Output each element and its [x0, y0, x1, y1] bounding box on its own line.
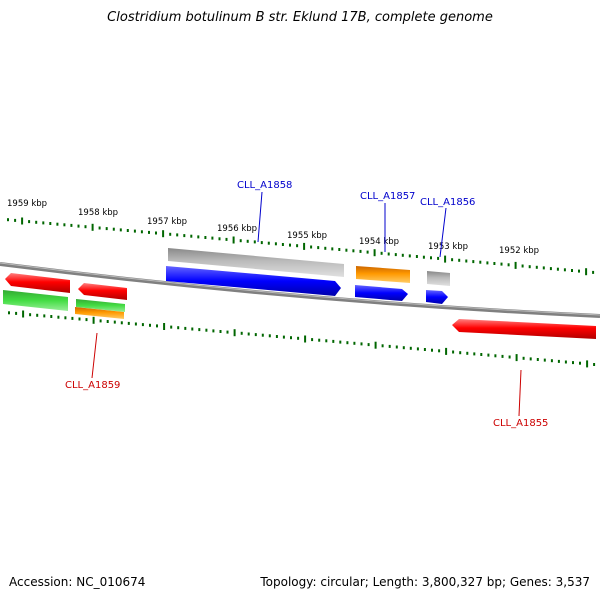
gene-left-red-2[interactable] — [78, 283, 127, 300]
scale-label-1958: 1958 kbp — [78, 208, 118, 218]
lower-scale-ticks — [8, 310, 596, 368]
gene-cll-a1856-grey[interactable] — [427, 271, 450, 286]
blue-genes — [166, 266, 448, 304]
gene-cll-a1858[interactable] — [166, 266, 341, 296]
leader-cll-a1856 — [439, 207, 447, 258]
gene-left-green-1[interactable] — [3, 290, 68, 311]
scale-labels: 1959 kbp 1958 kbp 1957 kbp 1956 kbp 1955… — [7, 199, 539, 256]
scale-label-1957: 1957 kbp — [147, 217, 187, 227]
gene-cll-a1857[interactable] — [355, 285, 408, 301]
gene-label-leaders — [91, 191, 522, 417]
scale-label-1956: 1956 kbp — [217, 224, 257, 234]
top-strand-genes — [168, 248, 450, 286]
gene-labels: CLL_A1858 CLL_A1857 CLL_A1856 CLL_A1859 … — [65, 180, 548, 429]
leader-cll-a1855 — [518, 369, 522, 417]
scale-label-1954: 1954 kbp — [359, 237, 399, 247]
accession-text: Accession: NC_010674 — [9, 575, 146, 589]
leader-cll-a1859 — [91, 332, 98, 379]
genome-backbone — [0, 262, 600, 318]
scale-label-1953: 1953 kbp — [428, 242, 468, 252]
left-genes — [3, 273, 127, 319]
gene-cll-a1859[interactable] — [76, 299, 125, 312]
gene-label-cll-a1857[interactable]: CLL_A1857 — [360, 191, 415, 202]
leader-cll-a1858 — [257, 191, 263, 243]
gene-cll-a1857-orange[interactable] — [356, 266, 410, 283]
scale-label-1955: 1955 kbp — [287, 231, 327, 241]
genome-summary-text: Topology: circular; Length: 3,800,327 bp… — [260, 575, 590, 589]
gene-cll-a1859-orange[interactable] — [75, 307, 124, 319]
upper-scale-ticks — [7, 217, 595, 276]
genome-backbone-highlight — [0, 262, 600, 316]
gene-label-cll-a1859[interactable]: CLL_A1859 — [65, 380, 120, 391]
scale-label-1952: 1952 kbp — [499, 246, 539, 256]
gene-left-red-1[interactable] — [5, 273, 70, 293]
gene-cll-a1856[interactable] — [426, 290, 448, 304]
gene-label-cll-a1856[interactable]: CLL_A1856 — [420, 197, 475, 208]
gene-label-cll-a1855[interactable]: CLL_A1855 — [493, 418, 548, 429]
gene-label-cll-a1858[interactable]: CLL_A1858 — [237, 180, 292, 191]
gene-cll-a1858-grey[interactable] — [168, 248, 344, 277]
genome-title: Clostridium botulinum B str. Eklund 17B,… — [107, 10, 493, 25]
gene-cll-a1855[interactable] — [452, 319, 596, 339]
scale-label-1959: 1959 kbp — [7, 199, 47, 209]
